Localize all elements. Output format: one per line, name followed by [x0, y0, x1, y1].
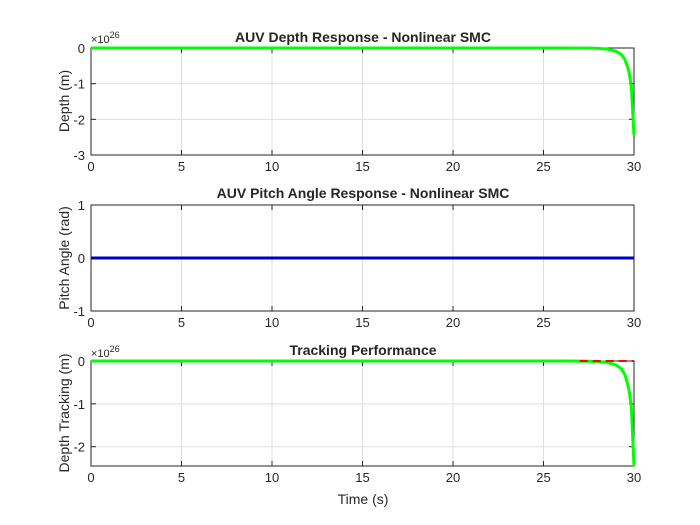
- pitch-ytick-label: -1: [73, 304, 85, 319]
- pitch-ytick-label: 0: [78, 251, 85, 266]
- pitch-ylabel: Pitch Angle (rad): [56, 206, 72, 310]
- depth-xtick-label: 0: [87, 159, 94, 174]
- pitch-xtick-label: 10: [265, 315, 279, 330]
- depth-ylabel: Depth (m): [56, 70, 72, 132]
- tracking-xtick-label: 15: [355, 470, 369, 485]
- tracking-ytick-label: -1: [73, 397, 85, 412]
- depth-xtick-label: 10: [265, 159, 279, 174]
- tracking-ylabel: Depth Tracking (m): [56, 353, 72, 472]
- pitch-ytick-label: 1: [78, 198, 85, 213]
- tracking-subplot: Tracking Performance 0 5 10 15 20 25 30 0 -1 -2 ×…: [56, 342, 641, 507]
- pitch-xtick-label: 15: [355, 315, 369, 330]
- tracking-y-exponent: ×1026: [91, 344, 120, 360]
- tracking-xtick-label: 0: [87, 470, 94, 485]
- pitch-title: AUV Pitch Angle Response - Nonlinear SMC: [217, 185, 510, 201]
- pitch-xtick-label: 25: [536, 315, 550, 330]
- pitch-xtick-label: 5: [178, 315, 185, 330]
- tracking-ytick-label: 0: [78, 354, 85, 369]
- pitch-xtick-label: 30: [627, 315, 641, 330]
- depth-ytick-label: 0: [78, 41, 85, 56]
- pitch-xtick-label: 0: [87, 315, 94, 330]
- depth-ytick-label: -2: [73, 112, 85, 127]
- depth-series-line-0: [91, 46, 636, 136]
- tracking-xtick-label: 20: [446, 470, 460, 485]
- depth-subplot: AUV Depth Response - Nonlinear SMC 0 5 10 1…: [56, 29, 641, 174]
- tracking-xtick-label: 30: [627, 470, 641, 485]
- tracking-title: Tracking Performance: [289, 342, 436, 358]
- tracking-ytick-label: -2: [73, 440, 85, 455]
- depth-ytick-label: -3: [73, 148, 85, 163]
- tracking-xtick-label: 5: [178, 470, 185, 485]
- depth-xtick-label: 30: [627, 159, 641, 174]
- tracking-xlabel: Time (s): [338, 491, 389, 507]
- depth-xtick-label: 15: [355, 159, 369, 174]
- tracking-series-line-0: [91, 359, 636, 467]
- depth-y-exponent: ×1026: [91, 30, 120, 46]
- tracking-xtick-label: 10: [265, 470, 279, 485]
- depth-xtick-label: 25: [536, 159, 550, 174]
- pitch-xtick-label: 20: [446, 315, 460, 330]
- depth-xtick-label: 20: [446, 159, 460, 174]
- pitch-subplot: AUV Pitch Angle Response - Nonlinear SMC…: [56, 185, 641, 330]
- tracking-xtick-label: 25: [536, 470, 550, 485]
- depth-title: AUV Depth Response - Nonlinear SMC: [235, 29, 491, 45]
- depth-ytick-label: -1: [73, 77, 85, 92]
- depth-xtick-label: 5: [178, 159, 185, 174]
